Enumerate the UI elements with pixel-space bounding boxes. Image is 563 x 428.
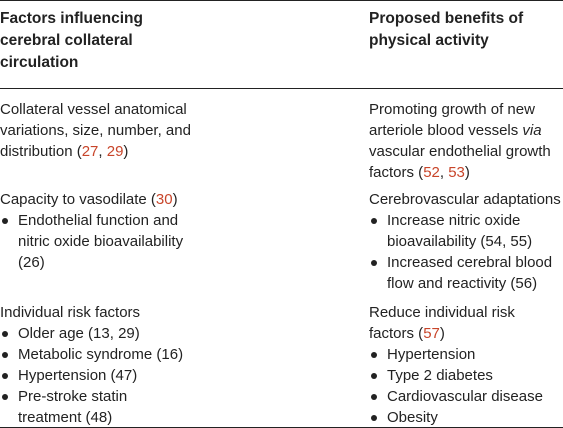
reference-link[interactable]: 29 bbox=[106, 143, 124, 160]
table-header-rule bbox=[0, 88, 563, 89]
reference-link[interactable]: 55 bbox=[510, 233, 528, 250]
list-item: Older age (13, 29) bbox=[0, 323, 200, 344]
growth-text-main: Promoting growth of new arteriole blood … bbox=[369, 101, 535, 139]
list-item: Hypertension bbox=[369, 344, 563, 365]
bullet-text: Increased cerebral blood flow and reacti… bbox=[387, 254, 553, 292]
left-row-risk-factors: Individual risk factors Older age (13, 2… bbox=[0, 302, 240, 428]
list-item: Metabolic syndrome (16) bbox=[0, 344, 200, 365]
reference-link[interactable]: 30 bbox=[155, 191, 173, 208]
right-row-reduce-risk: Reduce individual risk factors (57) Hype… bbox=[369, 302, 563, 428]
risk-factors-bullets: Older age (13, 29) Metabolic syndrome (1… bbox=[0, 323, 200, 428]
risk-factors-title: Individual risk factors bbox=[0, 304, 141, 321]
list-item: Increase nitric oxide bioavailability (5… bbox=[369, 210, 559, 252]
list-item: Pre-stroke statin treatment (48) bbox=[0, 386, 138, 428]
growth-text-tail: vascular endothelial growth factors ( bbox=[369, 143, 551, 181]
ref-separator: , bbox=[98, 143, 107, 160]
reference-link[interactable]: 47 bbox=[115, 367, 133, 384]
growth-text: Promoting growth of new arteriole blood … bbox=[369, 99, 559, 183]
right-row-cerebrovascular: Cerebrovascular adaptations Increase nit… bbox=[369, 189, 563, 294]
closing-paren: ) bbox=[132, 367, 138, 384]
closing-paren: ) bbox=[464, 164, 470, 181]
reference-link[interactable]: 48 bbox=[90, 409, 108, 426]
left-row-anatomy: Collateral vessel anatomical variations,… bbox=[0, 99, 240, 162]
ref-separator: , bbox=[109, 325, 119, 342]
ref-separator: , bbox=[439, 164, 449, 181]
reference-link[interactable]: 54 bbox=[485, 233, 503, 250]
anatomy-text: Collateral vessel anatomical variations,… bbox=[0, 99, 240, 162]
bullet-text: Increase nitric oxide bioavailability ( bbox=[387, 212, 521, 250]
list-item: Obesity bbox=[369, 407, 563, 428]
list-item: Hypertension (47) bbox=[0, 365, 200, 386]
reference-link[interactable]: 13 bbox=[93, 325, 110, 342]
list-item: Cardiovascular disease bbox=[369, 386, 563, 407]
bullet-text: Type 2 diabetes bbox=[387, 367, 493, 384]
cerebrovascular-title: Cerebrovascular adaptations bbox=[369, 191, 561, 208]
reference-link[interactable]: 29 bbox=[118, 325, 135, 342]
right-column-header: Proposed benefits of physical activity bbox=[369, 10, 524, 49]
right-row-growth: Promoting growth of new arteriole blood … bbox=[369, 99, 559, 183]
left-column-header: Factors influencing cerebral collateral … bbox=[0, 10, 143, 71]
cerebrovascular-bullets: Increase nitric oxide bioavailability (5… bbox=[369, 210, 559, 294]
reduce-risk-bullets: Hypertension Type 2 diabetes Cardiovascu… bbox=[369, 344, 563, 428]
vasodilate-title-text: Capacity to vasodilate ( bbox=[0, 191, 156, 208]
bullet-text: Older age ( bbox=[18, 325, 94, 342]
left-row-vasodilate: Capacity to vasodilate (30) Endothelial … bbox=[0, 189, 240, 273]
ref-separator: , bbox=[502, 233, 511, 250]
closing-paren: ) bbox=[178, 346, 184, 363]
closing-paren: ) bbox=[439, 325, 445, 342]
bullet-text: Cardiovascular disease bbox=[387, 388, 543, 405]
closing-paren: ) bbox=[123, 143, 129, 160]
vasodilate-title: Capacity to vasodilate (30) bbox=[0, 189, 240, 210]
list-item: Endothelial function and nitric oxide bi… bbox=[0, 210, 210, 273]
vasodilate-bullets: Endothelial function and nitric oxide bi… bbox=[0, 210, 210, 273]
reference-link[interactable]: 52 bbox=[423, 164, 440, 181]
closing-paren: ) bbox=[532, 275, 538, 292]
closing-paren: ) bbox=[107, 409, 113, 426]
list-item: Type 2 diabetes bbox=[369, 365, 563, 386]
bullet-text: Endothelial function and nitric oxide bi… bbox=[18, 212, 184, 271]
anatomy-text-main: Collateral vessel anatomical variations,… bbox=[0, 101, 191, 160]
reference-link[interactable]: 16 bbox=[161, 346, 179, 363]
bullet-text: Hypertension bbox=[387, 346, 476, 363]
bullet-text: Metabolic syndrome ( bbox=[18, 346, 162, 363]
reference-link[interactable]: 53 bbox=[448, 164, 465, 181]
bullet-text: Obesity bbox=[387, 409, 438, 426]
reference-link[interactable]: 27 bbox=[81, 143, 99, 160]
table-top-rule bbox=[0, 0, 563, 1]
closing-paren: ) bbox=[39, 254, 45, 271]
list-item: Increased cerebral blood flow and reacti… bbox=[369, 252, 559, 294]
closing-paren: ) bbox=[172, 191, 178, 208]
reduce-risk-title: Reduce individual risk factors (57) bbox=[369, 302, 559, 344]
reference-link[interactable]: 57 bbox=[423, 325, 440, 342]
closing-paren: ) bbox=[527, 233, 533, 250]
growth-text-italic: via bbox=[522, 122, 542, 139]
reference-link[interactable]: 56 bbox=[515, 275, 533, 292]
closing-paren: ) bbox=[134, 325, 140, 342]
reduce-risk-title-text: Reduce individual risk factors ( bbox=[369, 304, 515, 342]
reference-link[interactable]: 26 bbox=[23, 254, 40, 271]
bullet-text: Pre-stroke statin treatment ( bbox=[18, 388, 128, 426]
bullet-text: Hypertension ( bbox=[18, 367, 116, 384]
